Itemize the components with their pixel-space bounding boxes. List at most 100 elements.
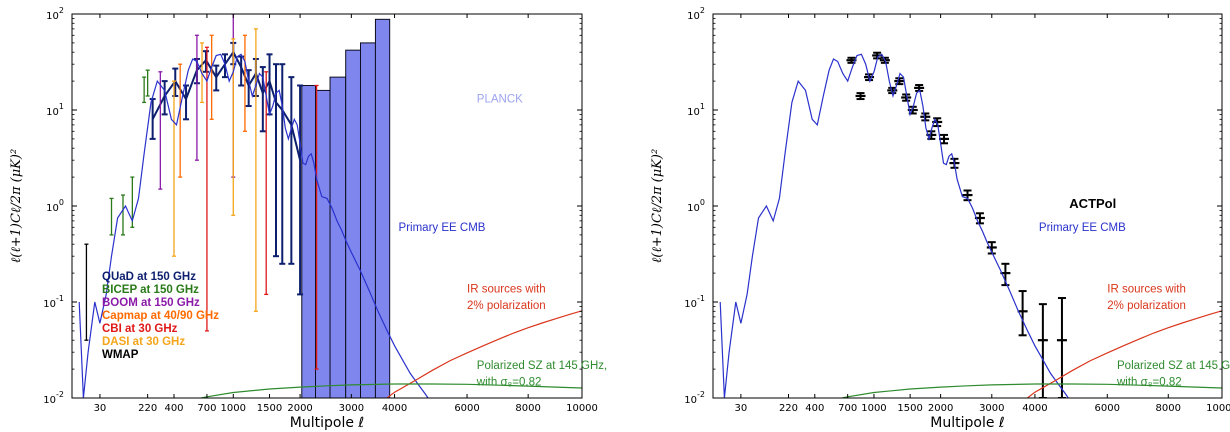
y-tick-label: 10-1 <box>684 294 705 310</box>
annotation: Primary EE CMB <box>1039 222 1126 234</box>
x-tick-label: 1500 <box>897 403 922 414</box>
line-polarized-sz-at-145-ghz <box>838 383 1222 398</box>
errorbars-boom <box>158 14 236 190</box>
x-axis-ticks: 30 220 400 700 1000 1500 2000 3000 4000 6000 8000 1… <box>735 14 1230 414</box>
annotation: Primary EE CMB <box>399 222 486 234</box>
x-tick-label: 10000 <box>1206 403 1230 414</box>
y-tick-label: 102 <box>46 6 64 22</box>
annotations: Primary EE CMB IR sources with 2% polariza… <box>1039 222 1230 389</box>
x-tick-label: 700 <box>197 403 216 414</box>
y-tick-label: 10-2 <box>684 390 705 406</box>
legend-entry: WMAP <box>102 349 139 361</box>
y-tick-base: 10 <box>687 203 700 214</box>
x-axis-label: Multipole ℓ <box>290 415 364 431</box>
x-tick-label: 220 <box>138 403 157 414</box>
planck-bars <box>301 18 391 398</box>
annotation: Polarized SZ at 145 GHz, <box>477 360 607 372</box>
y-tick-label: 102 <box>687 6 705 22</box>
x-axis-label: Multipole ℓ <box>930 415 1004 431</box>
x-tick-label: 6000 <box>1095 403 1120 414</box>
planck-bar-5 <box>359 42 376 398</box>
annotation: 2% polarization <box>1107 300 1186 312</box>
errorbars-wmap <box>84 243 89 341</box>
plot-area <box>719 51 1222 398</box>
legend-entry: Capmap at 40/90 GHz <box>102 310 219 322</box>
annotation: IR sources with <box>1107 284 1186 296</box>
y-tick-exponent: -1 <box>56 294 64 303</box>
planck-bar-2 <box>315 89 331 398</box>
x-tick-label: 4000 <box>1022 403 1047 414</box>
y-tick-base: 10 <box>43 395 56 406</box>
y-tick-exponent: -2 <box>697 390 705 399</box>
y-tick-label: 10-2 <box>43 390 64 406</box>
x-tick-label: 30 <box>94 403 107 414</box>
y-tick-base: 10 <box>46 107 59 118</box>
x-tick-label: 400 <box>805 403 824 414</box>
y-tick-exponent: 0 <box>59 198 64 207</box>
y-tick-base: 10 <box>684 299 697 310</box>
errorbars-bicep <box>109 69 150 236</box>
x-tick-label: 400 <box>164 403 183 414</box>
annotations: PLANCK Primary EE CMB IR sources with 2% po… <box>399 93 608 388</box>
plot-area <box>78 14 582 398</box>
y-tick-base: 10 <box>43 299 56 310</box>
errorbars-dasi <box>172 28 258 312</box>
line-ir-sources-with-2-polarization <box>1026 310 1222 398</box>
x-tick-label: 2000 <box>928 403 953 414</box>
annotation: Polarized SZ at 145 GHz, <box>1117 360 1230 372</box>
legend-entry: CBI at 30 GHz <box>102 323 178 335</box>
y-tick-base: 10 <box>46 11 59 22</box>
quad-connecting-line <box>151 50 302 161</box>
y-tick-base: 10 <box>46 203 59 214</box>
planck-bar-3 <box>329 76 347 398</box>
errorbars-cbi <box>204 46 319 370</box>
chart-label-actpol: ACTPol <box>1069 196 1116 211</box>
x-tick-label: 10000 <box>566 403 598 414</box>
x-tick-label: 1500 <box>257 403 282 414</box>
errorbars-actpol <box>846 51 1067 398</box>
x-tick-label: 220 <box>779 403 798 414</box>
x-tick-label: 3000 <box>339 403 364 414</box>
chart-1: 30 220 400 700 1000 1500 2000 3000 4000 6000 8000 1… <box>9 6 607 431</box>
y-tick-label: 101 <box>46 102 64 118</box>
x-tick-label: 3000 <box>979 403 1004 414</box>
line-ir-sources-with-2-polarization <box>385 310 582 398</box>
errorbars-capmap <box>178 34 247 178</box>
annotation: PLANCK <box>477 93 523 105</box>
y-tick-exponent: 0 <box>700 198 705 207</box>
legend-entry: BICEP at 150 GHz <box>102 284 199 296</box>
x-tick-label: 6000 <box>454 403 479 414</box>
x-axis-ticks: 30 220 400 700 1000 1500 2000 3000 4000 6000 8000 1… <box>94 14 598 414</box>
x-tick-label: 1000 <box>221 403 246 414</box>
planck-bar-1 <box>301 84 317 398</box>
y-tick-label: 10-1 <box>43 294 64 310</box>
chart-2: 30 220 400 700 1000 1500 2000 3000 4000 6000 8000 1… <box>650 6 1230 431</box>
line-polarized-sz-at-145-ghz <box>197 383 582 398</box>
x-tick-label: 30 <box>735 403 748 414</box>
y-tick-label: 101 <box>687 102 705 118</box>
legend-entry: DASI at 30 GHz <box>102 336 185 348</box>
y-tick-base: 10 <box>687 11 700 22</box>
annotation: 2% polarization <box>467 300 546 312</box>
line-primary-ee-cmb <box>78 53 429 398</box>
x-tick-label: 2000 <box>287 403 312 414</box>
y-tick-exponent: 1 <box>700 102 705 111</box>
y-tick-exponent: 2 <box>59 6 64 15</box>
planck-bar-4 <box>345 49 361 398</box>
y-tick-exponent: 2 <box>700 6 705 15</box>
y-tick-base: 10 <box>687 107 700 118</box>
x-tick-label: 8000 <box>1156 403 1181 414</box>
y-tick-exponent: 1 <box>59 102 64 111</box>
annotation: with σ₈=0.82 <box>1116 376 1182 388</box>
axes-frame <box>712 13 1223 399</box>
annotation: with σ₈=0.82 <box>476 376 542 388</box>
x-tick-label: 700 <box>838 403 857 414</box>
annotation: IR sources with <box>467 284 546 296</box>
y-tick-exponent: -2 <box>56 390 64 399</box>
legend-entry: QUaD at 150 GHz <box>102 271 196 283</box>
x-tick-label: 4000 <box>382 403 407 414</box>
